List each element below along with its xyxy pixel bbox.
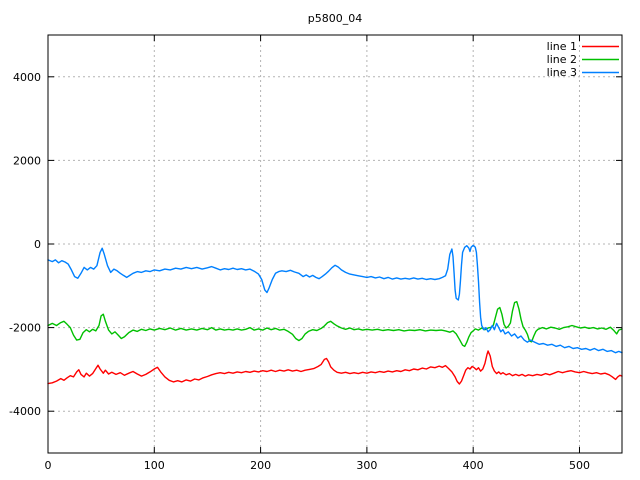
svg-text:4000: 4000 — [13, 71, 41, 84]
plot-border — [47, 34, 623, 454]
axis-tick-labels: 0 100 200 300 400 500 -4000 -2000 0 2000 4000 — [9, 71, 590, 472]
legend: line 1 line 2 line 3 — [547, 40, 619, 79]
legend-label-line-1: line 1 — [547, 40, 577, 53]
svg-text:400: 400 — [463, 459, 484, 472]
svg-text:2000: 2000 — [13, 154, 41, 167]
data-series-lines — [47, 244, 623, 385]
svg-text:-2000: -2000 — [9, 322, 41, 335]
svg-text:0: 0 — [45, 459, 52, 472]
svg-text:200: 200 — [250, 459, 271, 472]
svg-text:-4000: -4000 — [9, 405, 41, 418]
svg-text:0: 0 — [34, 238, 41, 251]
svg-text:300: 300 — [356, 459, 377, 472]
gridlines — [48, 35, 622, 453]
legend-label-line-3: line 3 — [547, 66, 577, 79]
svg-text:500: 500 — [569, 459, 590, 472]
legend-label-line-2: line 2 — [547, 53, 577, 66]
chart-title: p5800_04 — [308, 12, 362, 25]
svg-text:100: 100 — [144, 459, 165, 472]
